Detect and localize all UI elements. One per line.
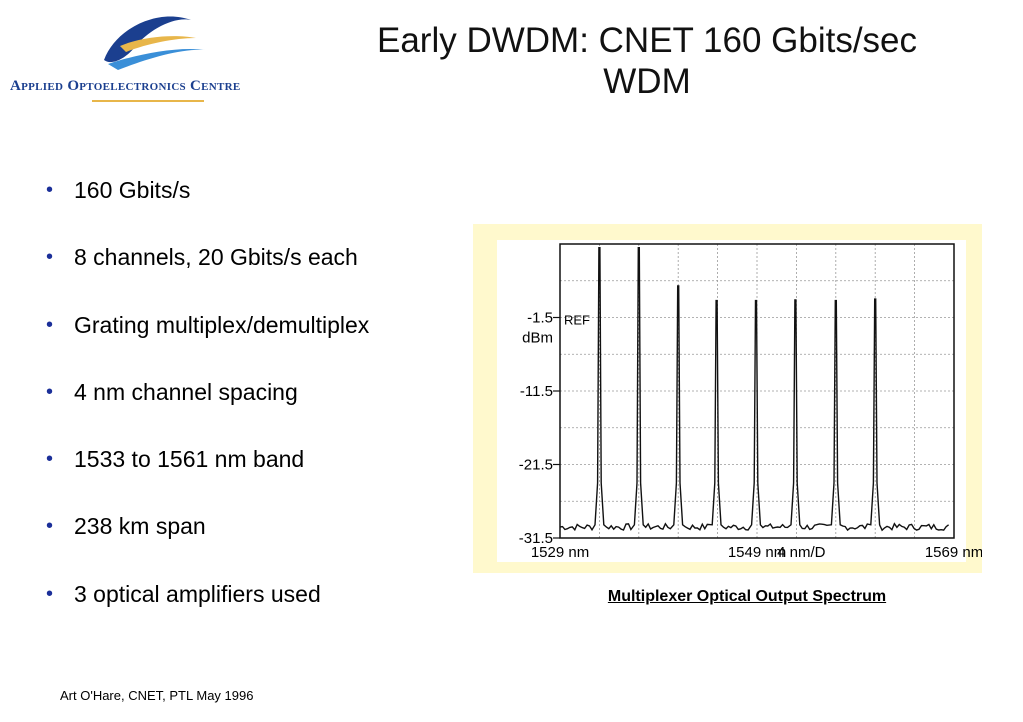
y-tick-label: -11.5: [520, 383, 553, 400]
axis-labels: -1.5 -11.5 -21.5 -31.5 dBm REF 1529 nm 1549 nm 1…: [519, 310, 982, 562]
x-tick-label: 1549 nm: [728, 544, 786, 561]
footer-citation: Art O'Hare, CNET, PTL May 1996: [60, 688, 254, 703]
slide-title-line-2: WDM: [603, 62, 691, 101]
bullet-text: 160 Gbits/s: [74, 177, 191, 203]
chart-panel: -1.5 -11.5 -21.5 -31.5 dBm REF 1529 nm 1549 nm 1…: [473, 224, 982, 573]
bullet-item: • 3 optical amplifiers used: [44, 580, 369, 647]
spectrum-trace: [559, 247, 950, 532]
logo-swoosh-icon: [104, 16, 206, 70]
bullet-item: • 4 nm channel spacing: [44, 378, 369, 445]
bullet-dot: •: [46, 582, 54, 605]
bullet-text: 4 nm channel spacing: [74, 378, 298, 405]
bullet-dot: •: [46, 179, 54, 201]
bullet-list: • 160 Gbits/s • 8 channels, 20 Gbits/s eac…: [44, 176, 369, 647]
bullet-text: 3 optical amplifiers used: [74, 580, 321, 607]
spectrum-chart: -1.5 -11.5 -21.5 -31.5 dBm REF 1529 nm 1549 nm 1…: [497, 240, 982, 562]
bullet-item: • 8 channels, 20 Gbits/s each: [44, 243, 369, 310]
bullet-dot: •: [46, 380, 54, 403]
x-tick-label: 1529 nm: [531, 544, 589, 561]
bullet-item: • Grating multiplex/demultiplex: [44, 311, 369, 378]
bullet-item: • 238 km span: [44, 512, 369, 579]
y-unit-label: dBm: [522, 330, 553, 347]
bullet-item: • 1533 to 1561 nm band: [44, 445, 369, 512]
bullet-dot: •: [46, 515, 54, 538]
chart-caption: Multiplexer Optical Output Spectrum: [607, 588, 887, 605]
ref-label: REF: [564, 313, 590, 328]
logo: [8, 8, 288, 108]
y-tick-label: -21.5: [519, 457, 553, 474]
plot-background: [497, 240, 966, 562]
bullet-text: 1533 to 1561 nm band: [74, 446, 305, 473]
y-tick-label: -31.5: [519, 530, 553, 547]
x-tick-label: 1569 nm: [925, 544, 982, 561]
slide-title: Early DWDM: CNET 160 Gbits/sec WDM: [300, 20, 994, 102]
logo-org-name: Applied Optoelectronics Centre: [10, 78, 241, 94]
plot-frame: [559, 243, 955, 539]
bullet-text: Grating multiplex/demultiplex: [74, 311, 370, 338]
bullet-text: 238 km span: [74, 513, 206, 540]
bullet-dot: •: [46, 448, 54, 471]
bullet-item: • 160 Gbits/s: [44, 176, 369, 243]
logo-underline: [92, 100, 204, 102]
bullet-dot: •: [46, 313, 54, 336]
bullet-dot: •: [46, 246, 54, 269]
x-scale-label: 4 nm/D: [777, 544, 826, 561]
slide-title-line-1: Early DWDM: CNET 160 Gbits/sec: [376, 21, 918, 60]
bullet-text: 8 channels, 20 Gbits/s each: [74, 244, 358, 271]
y-tick-label: -1.5: [527, 310, 553, 327]
